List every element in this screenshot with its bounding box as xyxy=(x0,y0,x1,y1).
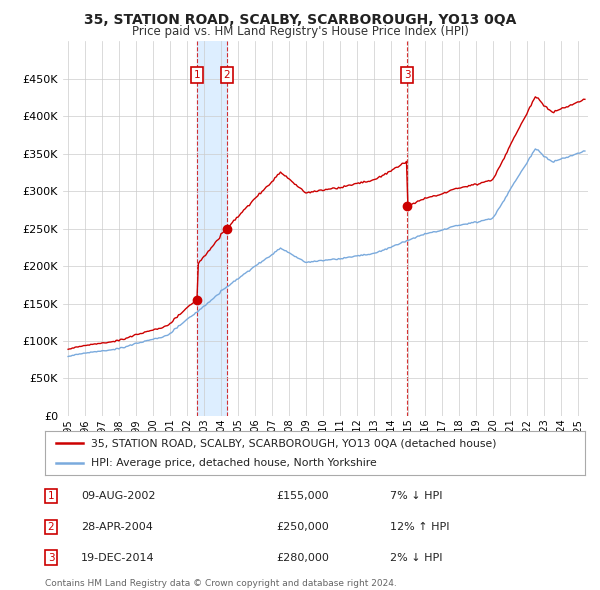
Text: 1: 1 xyxy=(47,491,55,501)
Text: £280,000: £280,000 xyxy=(276,553,329,562)
Text: HPI: Average price, detached house, North Yorkshire: HPI: Average price, detached house, Nort… xyxy=(91,458,377,467)
Text: 2: 2 xyxy=(47,522,55,532)
Text: 2% ↓ HPI: 2% ↓ HPI xyxy=(390,553,443,562)
Text: 12% ↑ HPI: 12% ↑ HPI xyxy=(390,522,449,532)
Text: Price paid vs. HM Land Registry's House Price Index (HPI): Price paid vs. HM Land Registry's House … xyxy=(131,25,469,38)
Text: 28-APR-2004: 28-APR-2004 xyxy=(81,522,153,532)
Text: 3: 3 xyxy=(47,553,55,562)
Text: 35, STATION ROAD, SCALBY, SCARBOROUGH, YO13 0QA: 35, STATION ROAD, SCALBY, SCARBOROUGH, Y… xyxy=(84,13,516,27)
Text: 35, STATION ROAD, SCALBY, SCARBOROUGH, YO13 0QA (detached house): 35, STATION ROAD, SCALBY, SCARBOROUGH, Y… xyxy=(91,438,496,448)
Text: 3: 3 xyxy=(404,70,411,80)
Text: Contains HM Land Registry data © Crown copyright and database right 2024.: Contains HM Land Registry data © Crown c… xyxy=(45,579,397,588)
Text: 7% ↓ HPI: 7% ↓ HPI xyxy=(390,491,443,501)
Bar xyxy=(197,41,227,416)
Text: £250,000: £250,000 xyxy=(276,522,329,532)
Text: £155,000: £155,000 xyxy=(276,491,329,501)
Text: 19-DEC-2014: 19-DEC-2014 xyxy=(81,553,155,562)
Text: 09-AUG-2002: 09-AUG-2002 xyxy=(81,491,155,501)
Text: 2: 2 xyxy=(223,70,230,80)
Text: 1: 1 xyxy=(194,70,200,80)
